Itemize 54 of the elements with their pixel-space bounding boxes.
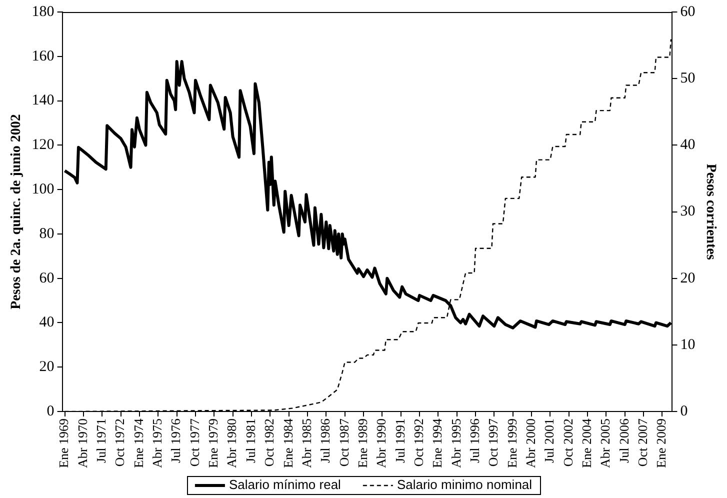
y-tick-label: 80 bbox=[39, 226, 54, 242]
x-tick-label: Oct 2007 bbox=[634, 418, 650, 467]
y2-tick-label: 0 bbox=[680, 403, 688, 420]
y-tick-label: 40 bbox=[39, 314, 54, 331]
y-axis-title: Pesos de 2a. quinc. de junio 2002 bbox=[9, 114, 24, 310]
x-tick-label: Ene 1979 bbox=[206, 418, 221, 468]
legend-label: Salario mínimo real bbox=[228, 477, 342, 492]
x-tick-label: Jul 1986 bbox=[318, 418, 333, 463]
legend-label: Salario minimo nominal bbox=[396, 477, 532, 492]
x-tick-label: Abr 1975 bbox=[150, 418, 165, 468]
y2-tick-label: 20 bbox=[680, 270, 696, 286]
x-tick-label: Abr 1995 bbox=[448, 418, 464, 468]
x-tick-label: Abr 1970 bbox=[74, 418, 90, 468]
y-tick-label: 120 bbox=[32, 137, 54, 154]
y2-tick-label: 40 bbox=[680, 137, 696, 154]
x-tick-label: Abr 2000 bbox=[522, 418, 538, 468]
x-tick-label: Ene 1974 bbox=[130, 418, 146, 468]
x-tick-label: Ene 1994 bbox=[430, 418, 445, 468]
x-tick-label: Oct 1987 bbox=[336, 418, 352, 467]
x-tick-label: Ene 1989 bbox=[354, 418, 370, 468]
x-tick-label: Abr 2005 bbox=[598, 418, 613, 468]
x-tick-label: Oct 1982 bbox=[262, 418, 277, 467]
x-tick-label: Oct 1977 bbox=[186, 418, 202, 467]
x-tick-label: Ene 1984 bbox=[280, 418, 296, 468]
y2-tick-label: 60 bbox=[680, 4, 696, 20]
x-tick-label: Jul 2001 bbox=[542, 418, 557, 463]
x-tick-label: Jul 1996 bbox=[466, 418, 482, 463]
x-tick-label: Ene 2009 bbox=[654, 418, 669, 468]
x-tick-label: Abr 1980 bbox=[224, 418, 240, 468]
x-tick-label: Jul 1981 bbox=[242, 418, 258, 463]
x-tick-label: Ene 2004 bbox=[578, 418, 594, 468]
x-tick-label: Oct 1992 bbox=[410, 418, 426, 467]
x-tick-label: Ene 1999 bbox=[504, 418, 520, 468]
y-tick-label: 20 bbox=[39, 359, 54, 376]
y-tick-label: 140 bbox=[32, 92, 54, 109]
x-tick-label: Oct 1997 bbox=[486, 418, 501, 467]
y-tick-label: 0 bbox=[46, 403, 54, 420]
y2-tick-label: 10 bbox=[680, 336, 696, 353]
y-tick-label: 100 bbox=[32, 182, 54, 198]
x-tick-label: Oct 1972 bbox=[112, 418, 128, 467]
x-tick-label: Jul 1971 bbox=[94, 418, 109, 463]
y2-tick-label: 30 bbox=[680, 204, 696, 220]
x-tick-label: Abr 1990 bbox=[374, 418, 389, 468]
x-tick-label: Jul 2006 bbox=[616, 418, 632, 463]
y2-tick-label: 50 bbox=[680, 70, 696, 87]
x-tick-label: Abr 1985 bbox=[298, 418, 314, 468]
y2-axis-title: Pesos corrientes bbox=[702, 164, 718, 260]
y-tick-label: 60 bbox=[39, 270, 54, 286]
x-tick-label: Jul 1976 bbox=[168, 418, 184, 463]
y-tick-label: 180 bbox=[32, 4, 54, 20]
x-tick-label: Oct 2002 bbox=[560, 418, 576, 467]
x-tick-label: Jul 1991 bbox=[392, 418, 408, 463]
x-tick-label: Ene 1969 bbox=[56, 418, 72, 468]
y-tick-label: 160 bbox=[32, 48, 54, 64]
